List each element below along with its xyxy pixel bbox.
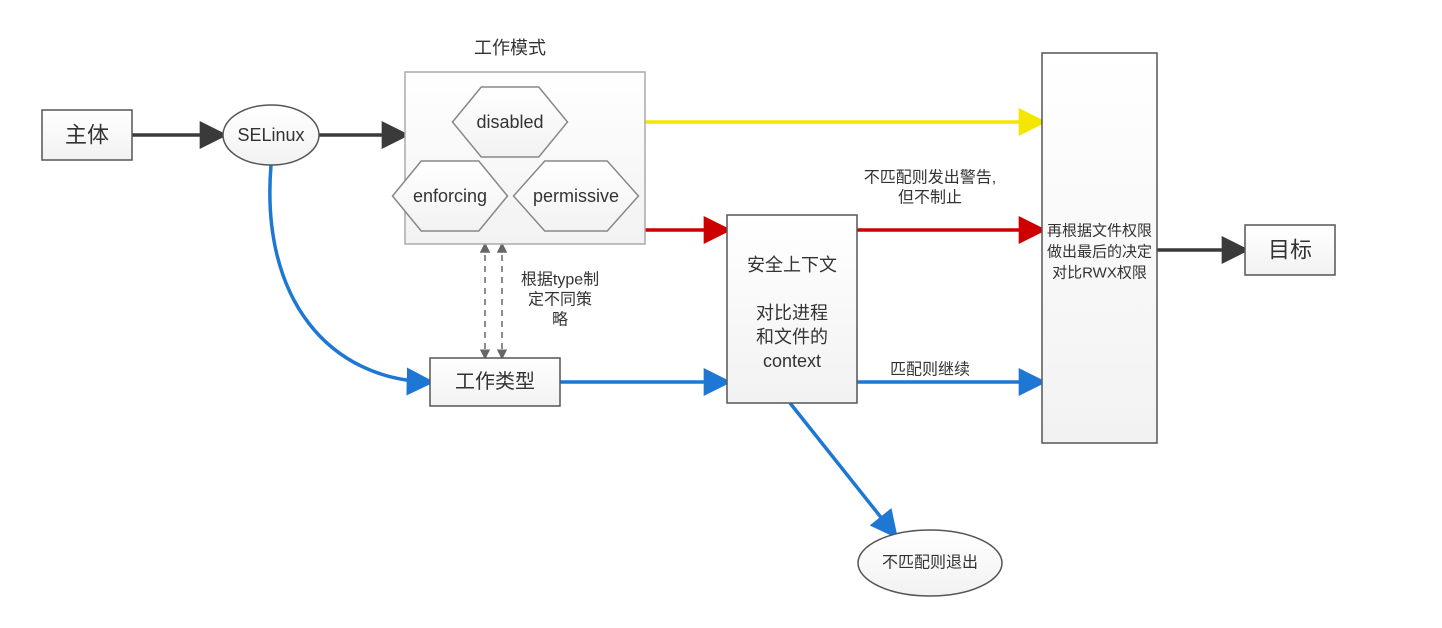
text-warn_label-0: 不匹配则发出警告, [864,169,996,187]
text-warn_label-1: 但不制止 [898,189,962,207]
node-context: 安全上下文对比进程和文件的 context [727,215,857,403]
node-label-permissive: permissive [533,186,619,206]
node-label-final_box-2: 对比RWX权限 [1052,265,1147,282]
node-label-context-2: 对比进程 [756,303,828,323]
node-label-final_box-0: 再根据文件权限 [1047,223,1152,240]
node-type_policy: 根据type制定不同策略 [521,271,599,329]
node-warn_label: 不匹配则发出警告, 但不制止 [864,169,996,207]
node-label-subject: 主体 [65,123,109,148]
node-label-disabled: disabled [476,112,543,132]
text-match_label: 匹配则继续 [890,361,970,379]
text-type_policy-0: 根据type制 [521,271,599,289]
node-label-mismatch_exit: 不匹配则退出 [882,554,978,572]
text-work_mode_title: 工作模式 [474,38,546,58]
node-subject: 主体 [42,110,132,160]
node-work_mode_title: 工作模式 [474,38,546,58]
node-match_label: 匹配则继续 [890,361,970,379]
node-label-final_box-1: 做出最后的决定 [1047,244,1152,261]
node-label-selinux: SELinux [237,125,304,145]
node-label-context-0: 安全上下文 [747,255,837,275]
node-label-work_type: 工作类型 [455,370,535,393]
node-work_type: 工作类型 [430,358,560,406]
text-type_policy-1: 定不同策 [528,291,592,309]
node-final_box: 再根据文件权限做出最后的决定对比RWX权限 [1042,53,1157,443]
node-mismatch_exit: 不匹配则退出 [858,530,1002,596]
node-label-context-3: 和文件的 [756,327,828,347]
node-label-target: 目标 [1268,238,1312,263]
text-type_policy-2: 略 [552,311,568,329]
node-label-enforcing: enforcing [413,186,487,206]
node-target: 目标 [1245,225,1335,275]
edge-e9 [790,403,895,535]
node-label-context-4: context [763,351,821,371]
node-selinux: SELinux [223,105,319,165]
